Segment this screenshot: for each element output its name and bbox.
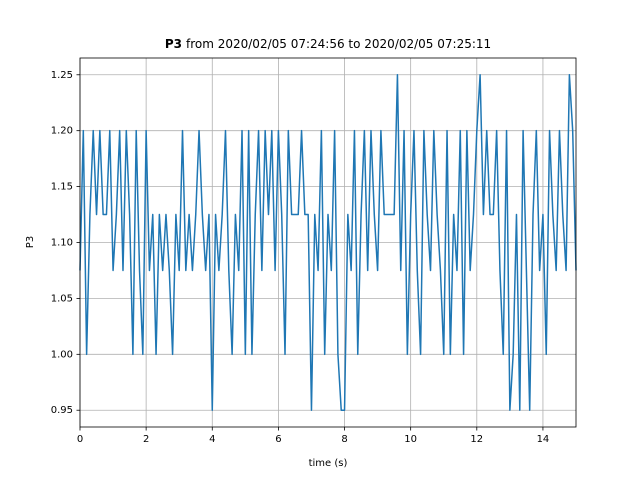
x-tick-label: 6 [275,434,281,445]
data-line [79,74,577,411]
y-axis-label: P3 [25,236,36,248]
x-tick-label: 8 [341,434,347,445]
y-tick-label: 1.25 [51,70,73,81]
x-tick-label: 14 [537,434,550,445]
x-tick-label: 2 [143,434,149,445]
y-tick-label: 1.00 [51,349,73,360]
plot-frame [79,57,577,428]
chart-title: P3 from 2020/02/05 07:24:56 to 2020/02/05… [165,37,491,51]
x-tick-label: 4 [209,434,215,445]
x-tick-label: 10 [404,434,417,445]
title-name: P3 [165,37,182,51]
y-tick-label: 1.10 [51,238,73,249]
y-tick-label: 1.20 [51,126,73,137]
y-tick-label: 0.95 [51,405,73,416]
x-tick-label: 12 [470,434,483,445]
y-tick-label: 1.15 [51,182,73,193]
x-axis-label: time (s) [309,458,348,469]
y-tick-label: 1.05 [51,293,73,304]
x-tick-label: 0 [77,434,83,445]
title-range: from 2020/02/05 07:24:56 to 2020/02/05 0… [186,37,491,51]
